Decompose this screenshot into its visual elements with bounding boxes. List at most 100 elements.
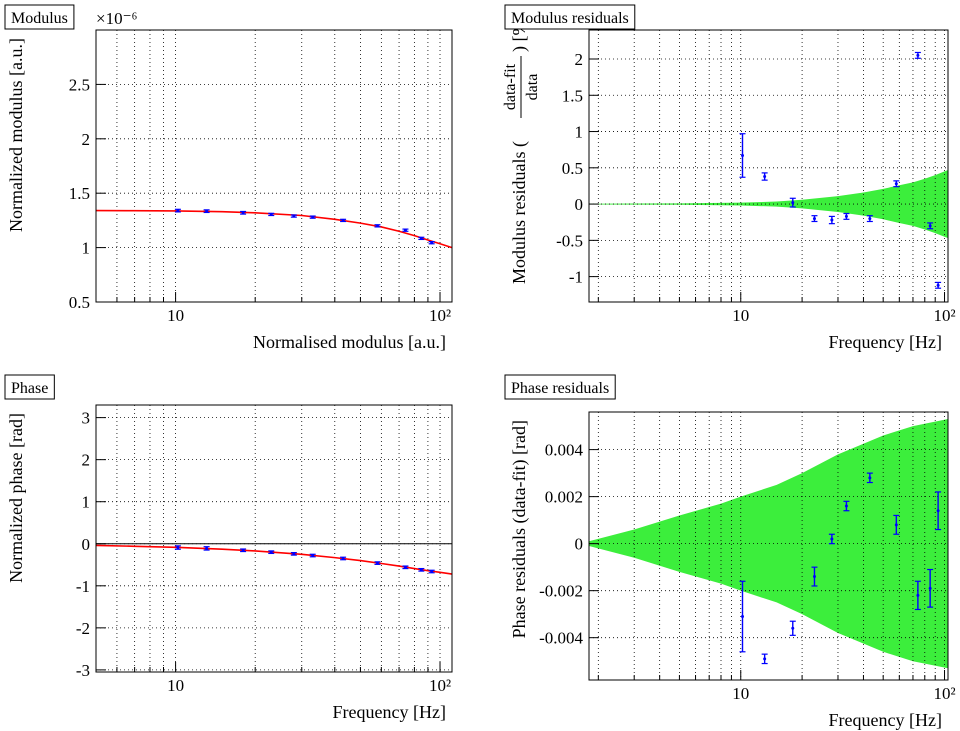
y-axis-label: Normalized phase [rad] [6,413,26,583]
data-point [205,209,209,213]
error-bar [935,281,942,289]
error-bar [268,550,275,555]
data-point [419,236,423,240]
error-bar [203,209,210,214]
data-point [916,593,920,597]
error-bar [893,514,900,535]
panel: 10 10² -1 -0.5 0 0.5 1 1.5 2 Frequency [Hz] Modulu… [502,4,956,352]
data-point [928,586,932,590]
error-bar [309,553,316,558]
y-tick-label: -1 [76,577,90,596]
fit-curve [95,544,453,575]
panel-title-box [4,374,55,400]
data-point [830,537,834,541]
plot-frame [96,405,452,672]
x-axis-label: Frequency [Hz] [829,332,942,352]
data-point [830,218,834,222]
data-point [403,565,407,569]
error-bar [290,214,297,218]
y-tick-label: -0.002 [539,582,583,601]
error-bar [935,491,942,531]
y-tick-label: 1 [82,493,91,512]
error-bar [374,561,381,565]
error-bar [866,472,873,484]
data-point [894,523,898,527]
y-tick-label: 0.5 [562,159,583,178]
data-point [375,224,379,228]
error-bar [402,565,409,570]
error-bar [927,568,934,608]
panel: 10 10² -3 -2 -1 0 1 2 3 Frequency [Hz] Normalized … [4,374,453,722]
plot-border [588,29,949,303]
data-point [844,214,848,218]
uncertainty-band [589,169,948,239]
y-tick-label: 2 [82,451,91,470]
error-bar [843,500,850,512]
error-bar [789,197,796,208]
error-bar [428,241,435,245]
error-bar [739,133,746,178]
y-tick-label: 0 [82,535,91,554]
data-point [812,575,816,579]
data-point [741,615,745,619]
data-point [375,561,379,565]
y-tick-label: 1.5 [69,184,90,203]
y-tick-label: 0.002 [545,488,583,507]
fit-curve [95,209,453,249]
error-bar [418,236,425,241]
error-bar [340,218,347,223]
x-tick-label: 10 [732,684,749,703]
panel-title: Phase residuals [511,380,609,397]
plot-border [95,29,453,303]
error-bar [843,212,850,220]
y-tick-label: 2.5 [69,75,90,94]
y-tick-label: 0.5 [69,293,90,312]
error-bar [428,569,435,574]
error-bar [240,210,247,215]
error-bar [418,567,425,572]
y-axis-label-numerator: data-fit [502,63,519,110]
plot-frame [96,30,452,302]
error-bar [174,545,181,550]
data-point [916,53,920,57]
data-point [812,217,816,221]
data-point [936,509,940,513]
data-point [791,626,795,630]
y-tick-label: 2 [575,50,584,69]
data-point [341,556,345,560]
panel-title: Phase [11,380,48,397]
y-tick-label: -3 [76,661,90,680]
error-bar [340,556,347,561]
data-point [741,153,745,157]
data-point [763,175,767,179]
data-point [292,552,296,556]
x-tick-label: 10 [167,676,184,695]
y-tick-label: 1 [82,239,91,258]
data-point [868,217,872,221]
x-tick-label: 10² [429,676,451,695]
panel-title: Modulus residuals [511,10,629,27]
y-tick-label: 1.5 [562,86,583,105]
y-axis-label: Normalized modulus [a.u.] [6,38,26,232]
data-point [791,201,795,205]
data-point [894,182,898,186]
data-point [311,215,315,219]
panel-title: Modulus [11,10,68,27]
error-bar [761,172,768,181]
data-point [241,548,245,552]
error-bar [914,51,921,59]
x-axis-label: Frequency [Hz] [333,702,446,722]
error-bar [811,566,818,587]
x-tick-label: 10² [933,306,955,325]
x-axis-label: Frequency [Hz] [829,710,942,730]
y-tick-label: 2 [82,130,91,149]
plot-border [588,411,949,681]
data-point [430,570,434,574]
panel-title-box [504,4,636,30]
plot-frame [589,30,948,302]
data-point [928,224,932,228]
data-point [176,546,180,550]
error-bar [914,580,921,611]
x-axis-label: Normalised modulus [a.u.] [253,332,446,352]
